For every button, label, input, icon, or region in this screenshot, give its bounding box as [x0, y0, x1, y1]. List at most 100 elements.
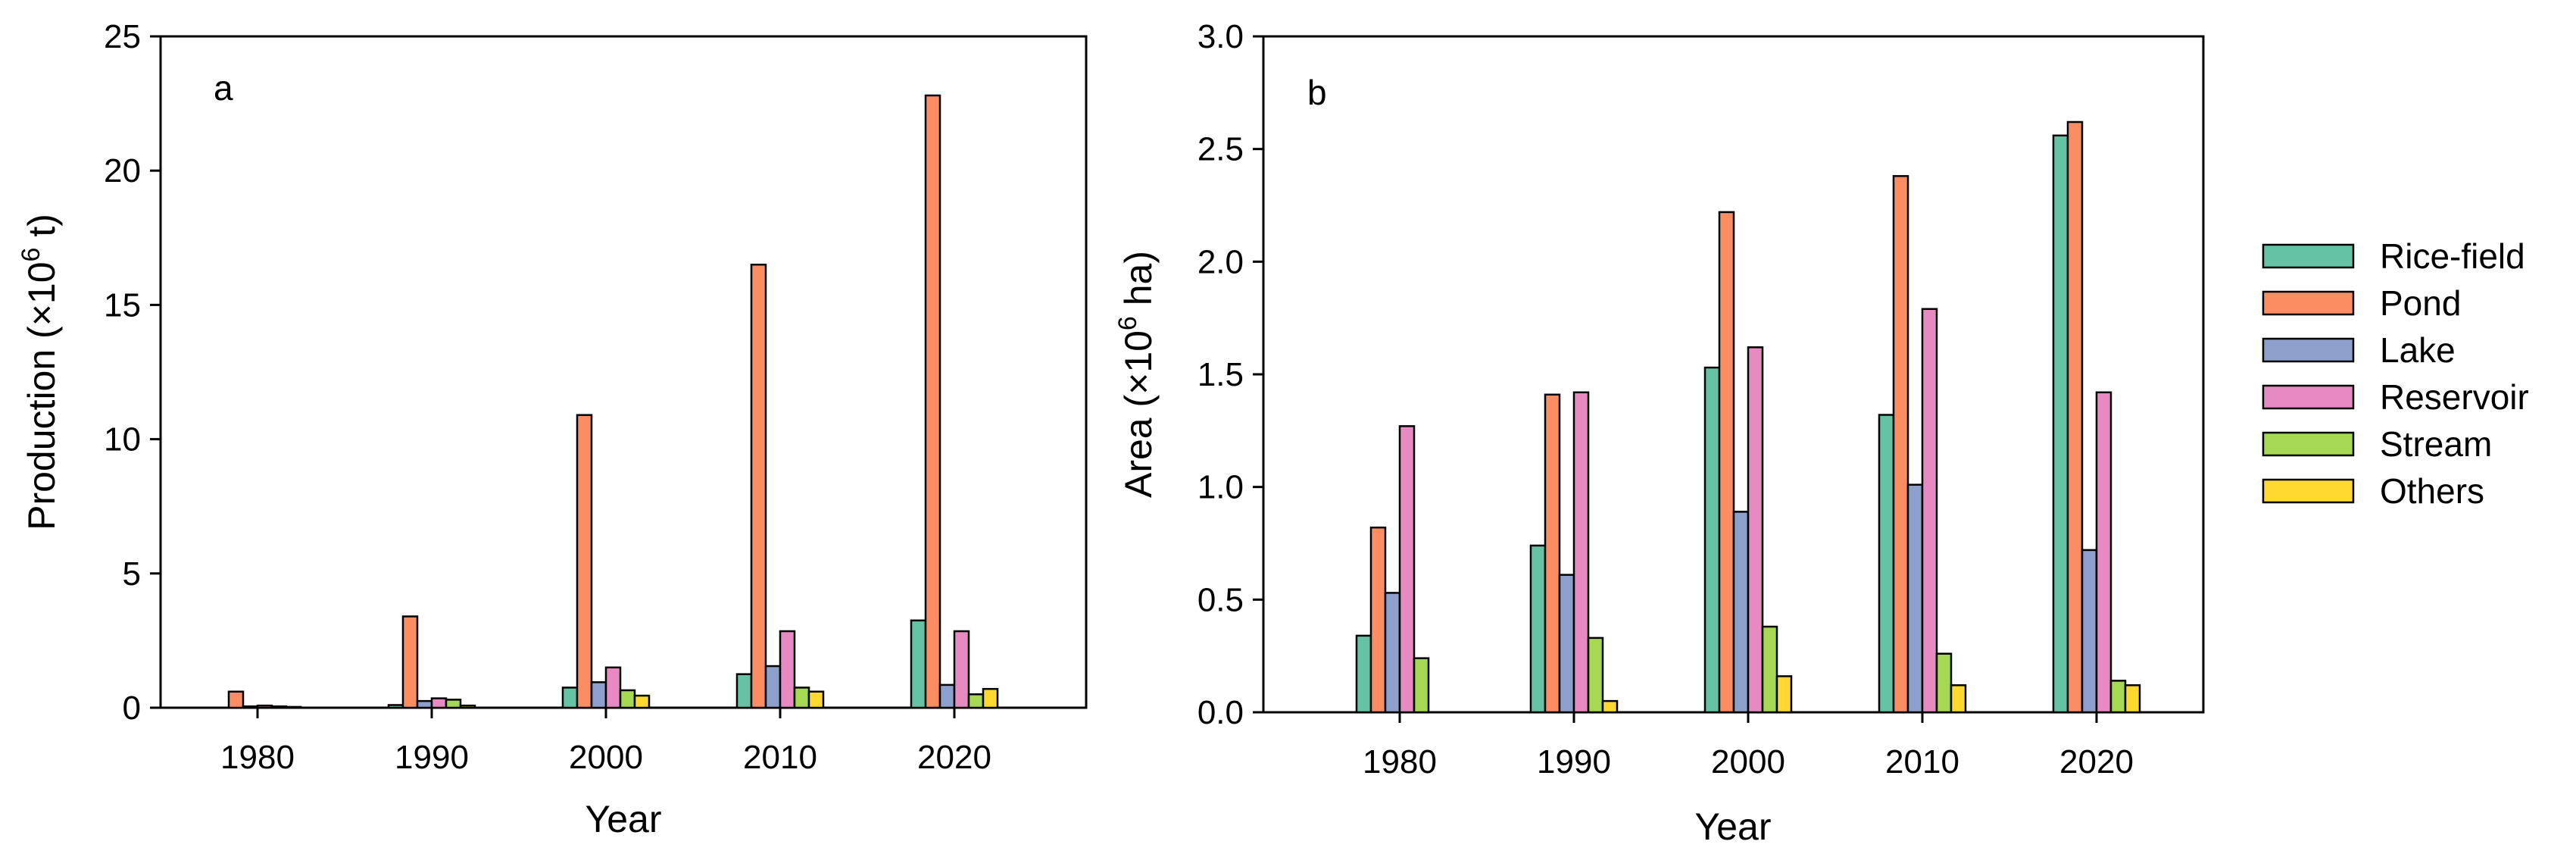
- bar-rice-field-2010: [735, 673, 753, 709]
- bar-reservoir-1990: [1572, 391, 1590, 714]
- panel-b-y-ticks: 0.0 0.5 1.0 1.5 2.0 2.5 3.0: [1197, 18, 1263, 731]
- legend-swatch-lake: [2262, 337, 2355, 363]
- legend-label-others: Others: [2380, 471, 2484, 511]
- bar-stream-2010: [793, 687, 810, 709]
- bar-lake-2000: [590, 681, 607, 709]
- x-tick-label: 2000: [569, 739, 643, 776]
- bar-others-1990: [459, 704, 476, 709]
- legend-swatch-reservoir: [2262, 384, 2355, 410]
- bar-others-1990: [1601, 699, 1619, 714]
- bar-rice-field-1990: [387, 704, 404, 709]
- bar-stream-2020: [967, 693, 985, 709]
- bar-stream-1980: [270, 705, 288, 709]
- legend: Rice-field Pond Lake Reservoir Stream Others: [2262, 236, 2529, 511]
- bar-lake-2010: [1906, 483, 1924, 714]
- x-tick-label: 2000: [1711, 743, 1785, 780]
- bar-pond-1980: [227, 690, 245, 709]
- bar-rice-field-2000: [561, 687, 579, 709]
- y-tick-label: 2.0: [1197, 243, 1244, 280]
- panel-a-plot-frame: [159, 35, 1088, 709]
- x-tick-label: 1990: [1537, 743, 1611, 780]
- bar-pond-2010: [1892, 175, 1909, 714]
- bar-lake-1990: [416, 699, 433, 709]
- panel-b-bars: [1355, 120, 2141, 714]
- bar-reservoir-2010: [779, 630, 796, 709]
- y-tick-label: 1.5: [1197, 356, 1244, 393]
- bar-lake-1980: [242, 705, 259, 709]
- x-tick-label: 1980: [1363, 743, 1437, 780]
- bar-stream-1990: [1587, 636, 1604, 714]
- bar-lake-2000: [1732, 511, 1750, 714]
- bar-others-2000: [1775, 675, 1793, 714]
- bar-pond-1990: [1544, 393, 1561, 714]
- bar-pond-2020: [2066, 120, 2084, 714]
- bar-pond-1980: [1369, 526, 1387, 714]
- y-tick-label: 10: [104, 421, 141, 458]
- y-tick-label: 1.0: [1197, 469, 1244, 506]
- bar-rice-field-1980: [1355, 634, 1372, 714]
- bar-rice-field-2000: [1703, 366, 1721, 714]
- panel-b-x-axis-title: Year: [1694, 805, 1771, 848]
- panel-a-bars: [227, 94, 999, 709]
- bar-reservoir-2010: [1921, 308, 1938, 714]
- legend-swatch-stream: [2262, 431, 2355, 457]
- panel-a-production-chart: 0 5 10 15 20 25 1980 1990 2000 2010 2020 a Year P…: [17, 18, 1088, 840]
- panel-a-x-axis-title: Year: [585, 798, 661, 840]
- y-tick-label: 3.0: [1197, 18, 1244, 55]
- x-tick-label: 1980: [220, 739, 295, 776]
- bar-stream-2000: [619, 689, 636, 709]
- x-tick-label: 2010: [743, 739, 817, 776]
- bar-lake-1990: [1558, 574, 1575, 714]
- legend-swatch-pond: [2262, 290, 2355, 316]
- bar-stream-1980: [1413, 657, 1430, 714]
- bar-reservoir-2000: [604, 666, 622, 709]
- y-tick-label: 25: [104, 18, 141, 55]
- bar-reservoir-1990: [430, 697, 448, 709]
- bar-pond-2000: [576, 414, 593, 709]
- panel-a-y-ticks: 0 5 10 15 20 25: [104, 18, 161, 727]
- y-tick-label: 0.5: [1197, 581, 1244, 618]
- bar-pond-2010: [750, 263, 767, 709]
- bar-others-1980: [285, 705, 302, 709]
- x-tick-label: 2020: [917, 739, 991, 776]
- bar-reservoir-2000: [1747, 346, 1764, 714]
- x-tick-label: 2020: [2059, 743, 2134, 780]
- x-tick-label: 1990: [395, 739, 469, 776]
- bar-pond-2020: [924, 94, 941, 709]
- bar-stream-2000: [1761, 625, 1778, 714]
- bar-others-2010: [1950, 684, 1967, 714]
- panel-b-x-ticks: 1980 1990 2000 2010 2020: [1363, 712, 2134, 780]
- legend-label-reservoir: Reservoir: [2380, 377, 2529, 417]
- bar-rice-field-2020: [2052, 134, 2069, 714]
- panel-a-y-axis-title-exponent: 6: [17, 248, 45, 262]
- legend-label-pond: Pond: [2380, 283, 2461, 323]
- y-tick-label: 0: [123, 690, 141, 727]
- bar-others-2000: [633, 694, 651, 709]
- bar-reservoir-2020: [953, 630, 970, 709]
- bar-stream-2020: [2109, 680, 2127, 714]
- panel-b-y-axis-title-suffix: ha): [1117, 251, 1160, 316]
- bar-rice-field-2020: [910, 619, 927, 709]
- panel-b-area-chart: 0.0 0.5 1.0 1.5 2.0 2.5 3.0 1980 1990 2000 2010 20…: [1113, 18, 2205, 848]
- bar-others-2010: [807, 690, 825, 709]
- bar-reservoir-1980: [1398, 425, 1416, 714]
- panel-a-x-ticks: 1980 1990 2000 2010 2020: [220, 708, 991, 776]
- panel-a-y-axis-title: Production (×106 t): [17, 214, 63, 530]
- bar-stream-2010: [1935, 652, 1953, 714]
- bar-others-2020: [2124, 684, 2141, 714]
- panel-b-y-axis-title-prefix: Area (×10: [1117, 330, 1160, 498]
- panel-b-y-axis-title-exponent: 6: [1113, 316, 1142, 330]
- bar-pond-2000: [1718, 211, 1735, 714]
- bar-rice-field-2010: [1878, 414, 1895, 714]
- bar-rice-field-1990: [1529, 544, 1547, 714]
- bar-lake-2020: [2081, 549, 2098, 714]
- y-tick-label: 15: [104, 286, 141, 324]
- panel-b-y-axis-title: Area (×106 ha): [1113, 251, 1160, 498]
- bar-reservoir-1980: [256, 704, 273, 709]
- y-tick-label: 5: [123, 555, 141, 593]
- y-tick-label: 0.0: [1197, 694, 1244, 731]
- y-tick-label: 2.5: [1197, 131, 1244, 168]
- panel-a-y-axis-title-prefix: Production (×10: [20, 261, 63, 530]
- bar-reservoir-2020: [2095, 391, 2112, 714]
